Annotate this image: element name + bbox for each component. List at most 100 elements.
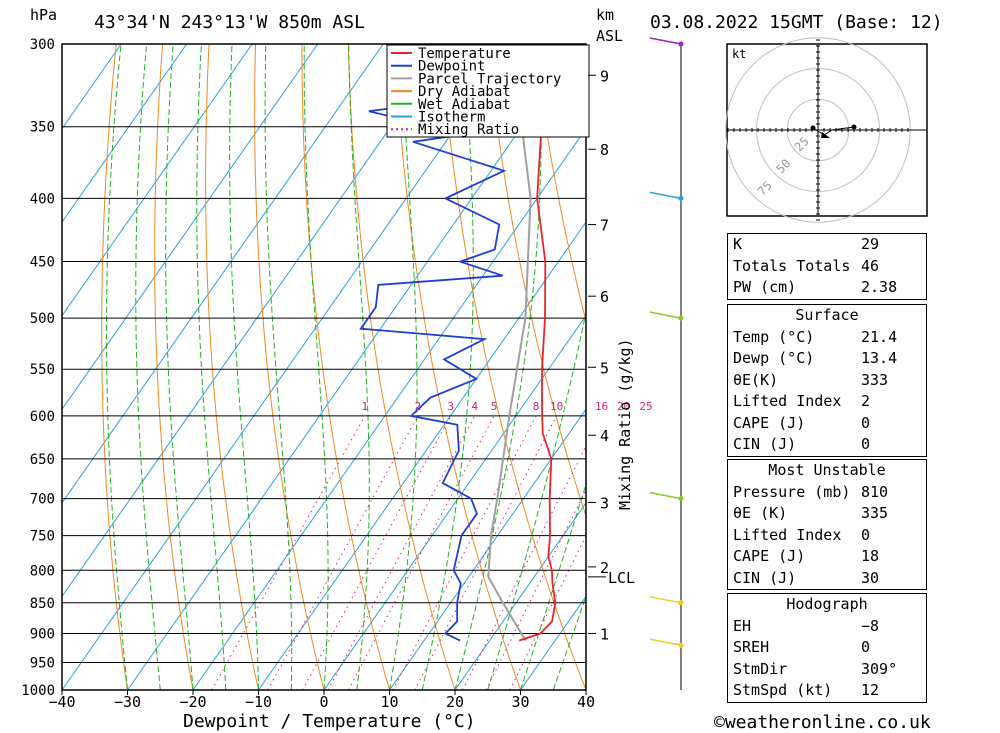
mixing-ratio-label: 5 — [491, 400, 498, 413]
mixing-ratio-label: 4 — [472, 400, 479, 413]
surface-li-label: Lifted Index — [733, 392, 842, 410]
wind-barb-shaft — [649, 638, 682, 646]
pressure-tick-label: 600 — [30, 409, 55, 425]
hodograph-trace — [812, 126, 855, 136]
dry-adiabat-line — [440, 44, 586, 690]
mu-li-value: 0 — [861, 525, 871, 544]
height-tick-label: 7 — [600, 217, 609, 235]
temperature-tick-label: −30 — [114, 693, 141, 711]
surface-cin-label: CIN (J) — [733, 435, 797, 453]
legend-label: Dewpoint — [418, 59, 485, 75]
asl-unit-label: ASL — [596, 27, 623, 45]
surface-li-value: 2 — [861, 392, 871, 410]
parcel-trajectory-line — [487, 44, 532, 642]
indices-table: K 29 Totals Totals 46 PW (cm) 2.38 — [727, 233, 927, 300]
temperature-tick-label: 30 — [511, 693, 529, 711]
wet-adiabat-line — [165, 44, 194, 690]
temperature-tick-label: 0 — [319, 693, 328, 711]
surface-theta-label: θE(K) — [733, 370, 779, 389]
dewpoint-line — [359, 44, 507, 642]
isotherm-line — [258, 221, 586, 690]
wet-adiabat-line — [520, 482, 586, 690]
hodograph-unit: kt — [732, 47, 746, 61]
mu-cape-label: CAPE (J) — [733, 547, 806, 565]
mixing-ratio-label: 16 — [595, 400, 608, 413]
temperature-tick-label: 40 — [577, 693, 595, 711]
sreh-value: 0 — [861, 638, 871, 656]
legend-box — [386, 44, 590, 138]
dry-adiabat-line — [205, 44, 259, 690]
wind-barb-shaft — [649, 37, 682, 45]
most-unstable-table: Most Unstable Pressure (mb) 810 θE (K) 335… — [727, 459, 927, 590]
isotherm-line — [62, 44, 188, 224]
hodograph-table: Hodograph EH −8 SREH 0 StmDir 309° StmSpd (… — [727, 593, 927, 703]
height-tick-label: 4 — [600, 427, 609, 445]
height-tick-label: 9 — [600, 67, 609, 85]
sounding-profiles — [359, 44, 557, 642]
isotherm-line — [62, 44, 319, 411]
k-label: K — [733, 235, 743, 253]
isotherm-line — [127, 44, 581, 690]
pw-value: 2.38 — [861, 278, 898, 296]
pressure-gridlines — [62, 43, 586, 691]
pressure-tick-label: 800 — [30, 563, 55, 579]
legend-label: Mixing Ratio — [418, 122, 519, 138]
surface-table: Surface Temp (°C) 21.4 Dewp (°C) 13.4 θE(K… — [727, 304, 927, 457]
surface-theta-value: 333 — [861, 370, 889, 389]
surface-dewp-value: 13.4 — [861, 349, 898, 367]
mixing-ratio-label: 25 — [639, 400, 652, 413]
stmspd-label: StmSpd (kt) — [733, 681, 833, 699]
pressure-tick-label: 950 — [30, 655, 55, 671]
temperature-tick-label: 10 — [380, 693, 398, 711]
mu-pressure-value: 810 — [861, 482, 889, 501]
mixing-ratio-line — [327, 415, 476, 690]
temperature-tick-label: −20 — [179, 693, 206, 711]
mixing-ratio-label: 2 — [415, 400, 422, 413]
mixing-ratio-line — [267, 415, 419, 690]
hodograph-title: Hodograph — [786, 595, 868, 613]
mixing-ratio-label: 20 — [617, 400, 630, 413]
mixing-ratio-label: 10 — [550, 400, 563, 413]
surface-dewp-label: Dewp (°C) — [733, 349, 815, 367]
dry-adiabat-line — [101, 44, 128, 690]
wet-adiabat-line — [421, 44, 474, 690]
mixing-ratio-axis-label: Mixing Ratio (g/kg) — [616, 338, 634, 510]
temperature-tick-label: −10 — [245, 693, 272, 711]
mu-theta-label: θE (K) — [733, 504, 788, 522]
mu-cape-value: 18 — [861, 547, 880, 565]
pressure-tick-label: 400 — [30, 191, 55, 207]
pressure-tick-label: 750 — [30, 529, 55, 545]
legend-label: Parcel Trajectory — [418, 71, 561, 87]
wet-adiabat-line — [348, 44, 370, 690]
wind-barb-shaft — [649, 596, 682, 604]
stmdir-value: 309° — [861, 659, 898, 678]
tt-label: Totals Totals — [733, 256, 851, 275]
hpa-unit-label: hPa — [30, 6, 57, 24]
mixing-ratio-line — [302, 415, 452, 690]
isotherm-line — [62, 44, 253, 317]
mu-cin-value: 30 — [861, 568, 880, 587]
wet-adiabat-line — [264, 44, 293, 690]
surface-cape-value: 0 — [861, 413, 871, 432]
tt-value: 46 — [861, 256, 880, 275]
pressure-tick-label: 450 — [30, 255, 55, 271]
eh-value: −8 — [861, 616, 880, 635]
pressure-tick-label: 1000 — [21, 683, 55, 699]
legend-label: Isotherm — [418, 110, 485, 126]
mixing-ratio-line — [392, 415, 537, 690]
stmdir-label: StmDir — [733, 659, 788, 678]
storm-motion-arrow — [821, 132, 830, 138]
height-tick-label: 3 — [600, 494, 609, 512]
pressure-tick-label: 900 — [30, 626, 55, 642]
pressure-tick-label: 650 — [30, 452, 55, 468]
wind-barb-shaft — [649, 491, 682, 500]
isotherm-line — [62, 44, 122, 130]
pressure-tick-label: 300 — [30, 37, 55, 53]
x-axis-title: Dewpoint / Temperature (°C) — [183, 711, 476, 732]
mixing-ratio-label: 1 — [362, 400, 369, 413]
isotherm-line — [62, 44, 450, 598]
mu-theta-value: 335 — [861, 504, 889, 522]
k-value: 29 — [861, 235, 880, 253]
